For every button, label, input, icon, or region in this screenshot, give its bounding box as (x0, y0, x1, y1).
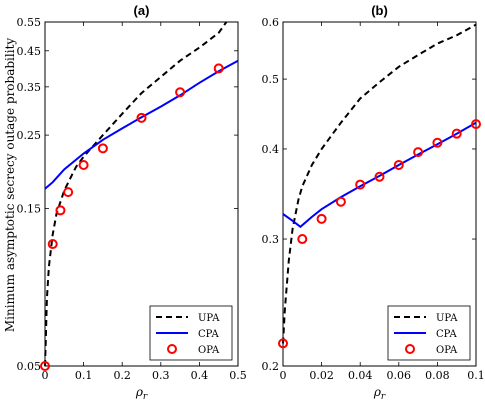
x-tick-label: 0.5 (229, 369, 247, 382)
x-tick-label: 0.1 (75, 369, 93, 382)
x-axis-label: ρr (135, 385, 148, 402)
opa-marker (278, 338, 288, 349)
x-tick-label: 0 (42, 369, 49, 382)
opa-marker (316, 213, 327, 224)
panel-title: (a) (134, 3, 150, 18)
legend-label-cpa: CPA (436, 329, 457, 340)
y-tick-label: 0.15 (17, 202, 42, 215)
opa-marker (40, 361, 50, 371)
y-tick-label: 0.25 (17, 129, 42, 142)
opa-marker (413, 147, 424, 158)
x-tick-label: 0.4 (191, 369, 209, 382)
legend-box (149, 305, 233, 361)
opa-marker (55, 205, 66, 216)
y-tick-label: 0.35 (17, 81, 42, 94)
panel-a: (a) 0 0.1 0.2 0.3 0.4 0.5 0.05 0.15 0.25 0.35 0.45 0… (17, 3, 247, 402)
opa-marker (335, 196, 346, 207)
legend-label-upa: UPA (198, 313, 220, 324)
x-axis-label-subscript: r (143, 392, 148, 402)
x-tick-label: 0.3 (152, 369, 170, 382)
legend-label-opa: OPA (198, 345, 220, 356)
legend: UPA CPA OPA (387, 305, 471, 361)
x-tick-label: 0.08 (425, 369, 450, 382)
y-axis-label: Minimum asymptotic secrecy outage probab… (3, 38, 17, 333)
opa-marker (393, 160, 404, 171)
legend-label-opa: OPA (436, 345, 458, 356)
x-axis-label: ρr (373, 385, 386, 402)
x-tick-label: 0 (280, 369, 287, 382)
y-tick-label: 0.6 (262, 16, 280, 29)
legend: UPA CPA OPA (149, 305, 233, 361)
x-tick-label: 0.2 (113, 369, 131, 382)
x-tick-label: 0.1 (467, 369, 485, 382)
opa-marker (47, 239, 58, 250)
legend-marker-opa (405, 344, 415, 354)
x-tick-label: 0.04 (348, 369, 373, 382)
opa-marker (213, 63, 224, 74)
upa-line (44, 21, 228, 367)
opa-marker (451, 128, 462, 139)
legend-marker-opa (167, 344, 177, 354)
cpa-line (44, 59, 239, 190)
x-axis-label-subscript: r (381, 392, 386, 402)
legend-label-cpa: CPA (198, 329, 219, 340)
opa-marker (97, 143, 108, 154)
opa-marker (136, 112, 147, 123)
y-tick-label: 0.45 (17, 45, 42, 58)
y-tick-label: 0.55 (17, 16, 42, 29)
opa-marker (175, 87, 186, 98)
y-tick-label: 0.05 (17, 360, 42, 373)
opa-marker (374, 171, 385, 182)
panel-title: (b) (371, 3, 388, 18)
x-tick-label: 0.06 (387, 369, 412, 382)
y-tick-label: 0.5 (262, 73, 280, 86)
opa-marker (432, 137, 443, 148)
x-tick-label: 0.02 (309, 369, 334, 382)
opa-marker (63, 187, 74, 198)
y-tick-label: 0.2 (262, 360, 280, 373)
y-tick-label: 0.3 (262, 233, 280, 246)
panel-b: (b) 0 0.02 0.04 0.06 0.08 0.1 0.2 0.3 0.4 0.5 0.6 ρr… (262, 3, 485, 402)
cpa-line (282, 121, 477, 229)
opa-marker (471, 119, 481, 130)
opa-marker (297, 234, 308, 245)
opa-marker (355, 179, 366, 190)
y-tick-label: 0.4 (262, 143, 280, 156)
legend-label-upa: UPA (436, 313, 458, 324)
opa-marker (78, 159, 89, 170)
